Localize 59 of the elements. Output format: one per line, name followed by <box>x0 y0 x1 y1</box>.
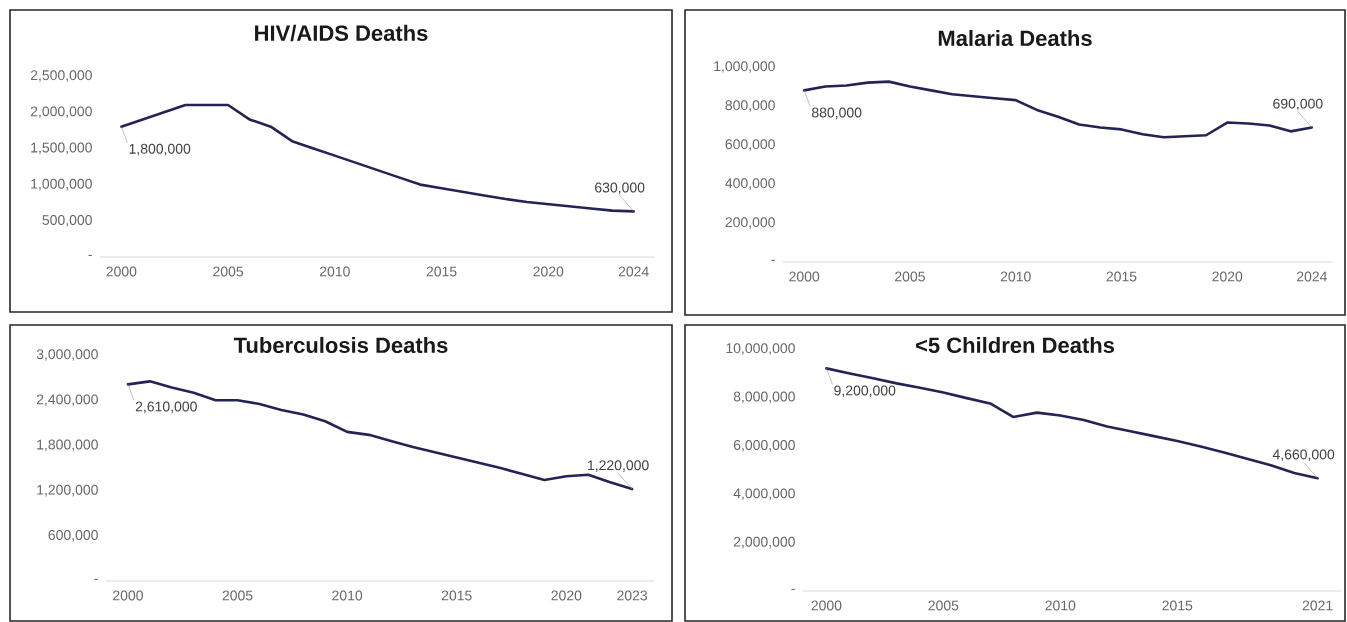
x-tick-label: 2024 <box>618 266 649 277</box>
chart-title: HIV/AIDS Deaths <box>255 24 428 42</box>
x-tick-label: 2015 <box>426 266 457 277</box>
annotation: 9,200,000 <box>834 385 896 398</box>
x-tick-label: 2000 <box>811 600 842 611</box>
x-tick-label: 2010 <box>1000 271 1031 282</box>
x-tick-label: 2000 <box>106 266 137 277</box>
x-tick-label: 2015 <box>1162 600 1193 611</box>
y-tick-label: 2,400,000 <box>36 394 98 406</box>
x-tick-label: 2010 <box>332 590 363 601</box>
x-tick-label: 2000 <box>789 271 820 282</box>
y-tick-label: - <box>771 259 775 261</box>
y-tick-label: 2,000,000 <box>30 106 92 118</box>
y-tick-label: 1,200,000 <box>37 484 98 497</box>
y-tick-label: 400,000 <box>725 178 775 190</box>
y-tick-label: 1,800,000 <box>37 439 98 452</box>
chart-title: Malaria Deaths <box>938 29 1092 47</box>
y-tick-label: 2,000,000 <box>733 536 795 549</box>
y-tick-label: 800,000 <box>725 100 775 112</box>
chart-title: Tuberculosis Deaths <box>233 336 448 354</box>
x-tick-label: 2005 <box>928 600 959 611</box>
annotation: 1,800,000 <box>129 143 191 156</box>
y-tick-label: 2,500,000 <box>30 70 92 82</box>
annotation: 1,220,000 <box>588 460 649 472</box>
x-tick-label: 2024 <box>1296 271 1327 282</box>
x-tick-label: 2010 <box>1045 600 1076 611</box>
y-tick-label: 600,000 <box>725 139 775 151</box>
y-tick-label: 10,000,000 <box>726 343 795 355</box>
annotation: 2,610,000 <box>135 401 197 414</box>
x-tick-label: 2005 <box>222 590 253 601</box>
y-tick-label: 3,000,000 <box>36 349 98 361</box>
y-tick-label: 4,000,000 <box>733 488 795 500</box>
y-tick-label: 6,000,000 <box>733 440 795 452</box>
x-tick-label: 2010 <box>319 266 350 277</box>
y-tick-label: - <box>88 254 92 256</box>
x-tick-label: 2005 <box>213 266 244 277</box>
annotation: 880,000 <box>811 107 862 120</box>
y-tick-label: - <box>791 588 795 590</box>
x-tick-label: 2023 <box>617 590 648 601</box>
chart-title: <5 Children Deaths <box>915 336 1115 354</box>
x-tick-label: 2020 <box>1212 271 1243 282</box>
y-tick-label: 1,000,000 <box>714 61 775 73</box>
y-tick-label: 1,500,000 <box>31 142 92 155</box>
y-tick-label: 8,000,000 <box>733 391 795 404</box>
y-tick-label: 500,000 <box>42 215 92 227</box>
y-tick-label: 1,000,000 <box>31 178 92 191</box>
x-tick-label: 2015 <box>1106 271 1137 282</box>
x-tick-label: 2015 <box>441 590 472 601</box>
x-tick-label: 2020 <box>551 590 582 601</box>
x-tick-label: 2021 <box>1302 600 1333 611</box>
y-tick-label: 600,000 <box>48 530 98 542</box>
x-tick-label: 2000 <box>113 590 143 601</box>
annotation: 690,000 <box>1273 98 1323 111</box>
x-tick-label: 2020 <box>533 266 564 277</box>
annotation: 630,000 <box>595 182 645 195</box>
y-tick-label: - <box>94 578 98 580</box>
x-tick-label: 2005 <box>895 271 925 282</box>
annotation: 4,660,000 <box>1272 449 1335 462</box>
y-tick-label: 200,000 <box>725 217 775 229</box>
